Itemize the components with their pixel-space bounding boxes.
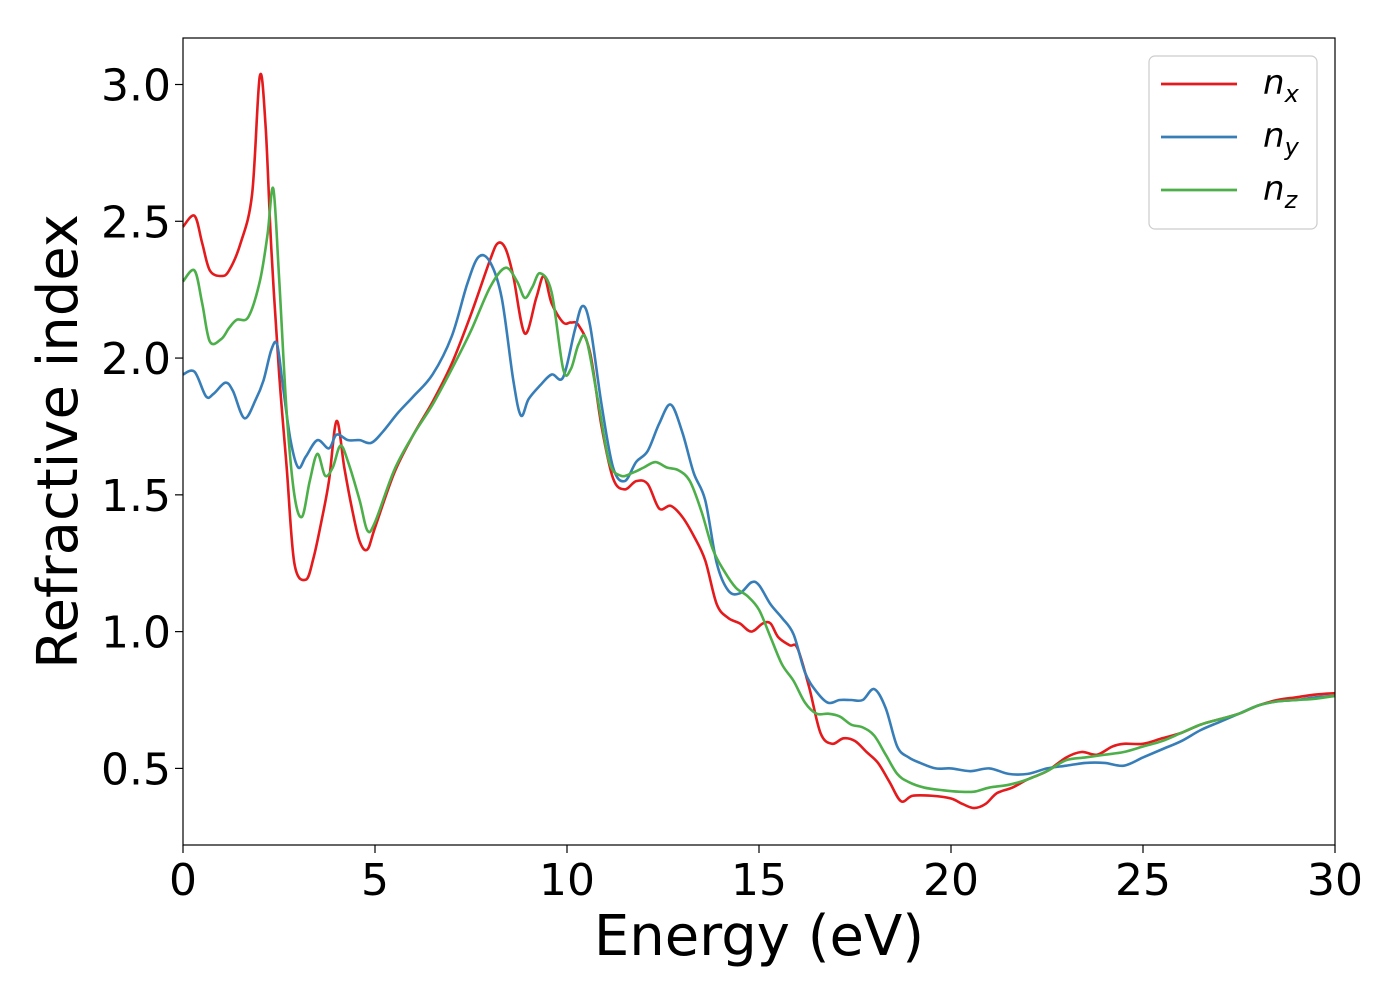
y-tick-label: 2.0 [101, 334, 171, 385]
y-tick-label: 0.5 [101, 744, 171, 795]
y-tick-label: 2.5 [101, 197, 171, 248]
y-tick-label: 1.0 [101, 608, 171, 659]
legend-label-x: nx [1263, 63, 1300, 108]
y-axis-label: Refractive index [26, 214, 91, 669]
x-axis-label: Energy (eV) [594, 904, 924, 969]
x-tick-label: 5 [361, 855, 389, 906]
x-tick-label: 25 [1115, 855, 1171, 906]
legend-label-z: nz [1263, 169, 1299, 214]
x-tick-label: 20 [923, 855, 979, 906]
y-tick-label: 3.0 [101, 61, 171, 112]
legend: nx ny nz [1148, 55, 1318, 230]
series-line-y [182, 253, 1336, 776]
y-tick-label: 1.5 [101, 471, 171, 522]
legend-label-y: ny [1263, 116, 1300, 161]
plot-frame [182, 37, 1336, 846]
x-tick-label: 30 [1307, 855, 1363, 906]
ticks: 0 5 10 15 20 25 30 0.5 1.0 1.5 2.0 2.5 3.0 [101, 61, 1363, 906]
plot-lines [181, 72, 1336, 810]
legend-box [1148, 55, 1318, 230]
x-tick-label: 0 [169, 855, 197, 906]
x-tick-label: 10 [539, 855, 595, 906]
series-line-z [181, 186, 1336, 794]
x-tick-label: 15 [731, 855, 787, 906]
